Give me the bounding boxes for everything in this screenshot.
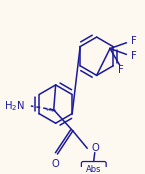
- Text: F: F: [131, 51, 137, 61]
- Text: F: F: [131, 36, 137, 46]
- Text: H$_2$N: H$_2$N: [4, 99, 25, 113]
- FancyBboxPatch shape: [81, 161, 106, 174]
- Text: Abs: Abs: [86, 165, 102, 174]
- Text: F: F: [118, 65, 123, 75]
- Text: O: O: [92, 143, 100, 153]
- Text: O: O: [52, 159, 59, 169]
